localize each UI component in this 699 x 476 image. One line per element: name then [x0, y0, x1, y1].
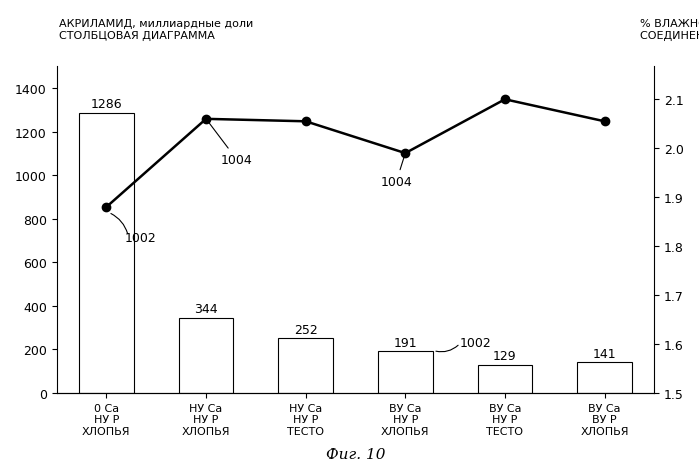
Text: 191: 191	[394, 336, 417, 349]
Text: 1004: 1004	[208, 122, 253, 167]
X-axis label: Фиг. 10: Фиг. 10	[326, 447, 385, 461]
Text: 1002: 1002	[124, 231, 156, 244]
Text: 129: 129	[493, 349, 517, 363]
Text: 252: 252	[294, 323, 317, 336]
Text: % ВЛАЖНОСТЬ
СОЕДИНЕННЫЕ ТОЧКИ: % ВЛАЖНОСТЬ СОЕДИНЕННЫЕ ТОЧКИ	[640, 19, 699, 40]
Bar	[577, 363, 632, 393]
Text: 1286: 1286	[91, 98, 122, 111]
Bar	[79, 114, 134, 393]
Text: 1002: 1002	[460, 337, 492, 350]
Text: 1004: 1004	[380, 157, 412, 189]
Bar	[179, 318, 233, 393]
Text: 344: 344	[194, 303, 218, 316]
Text: 141: 141	[593, 347, 617, 360]
Bar	[278, 338, 333, 393]
Bar	[477, 365, 533, 393]
Text: АКРИЛАМИД, миллиардные доли
СТОЛБЦОВАЯ ДИАГРАММА: АКРИЛАМИД, миллиардные доли СТОЛБЦОВАЯ Д…	[59, 19, 254, 40]
Bar	[378, 352, 433, 393]
